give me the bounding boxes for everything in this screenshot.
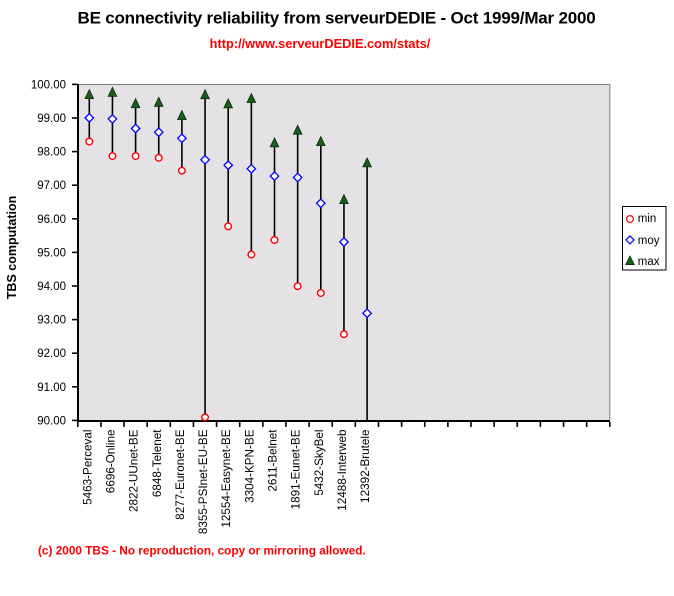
- svg-text:99.00: 99.00: [37, 113, 66, 125]
- svg-text:96.00: 96.00: [37, 214, 66, 226]
- svg-text:BE connectivity reliability fr: BE connectivity reliability from serveur…: [78, 9, 596, 28]
- svg-text:(c) 2000 TBS - No reproduction: (c) 2000 TBS - No reproduction, copy or …: [38, 544, 366, 558]
- svg-text:8355-PSInet-EU-BE: 8355-PSInet-EU-BE: [197, 429, 210, 534]
- svg-text:8277-Euronet-BE: 8277-Euronet-BE: [174, 429, 187, 520]
- svg-text:100.00: 100.00: [31, 79, 66, 91]
- svg-text:97.00: 97.00: [37, 180, 66, 192]
- svg-text:91.00: 91.00: [37, 382, 66, 394]
- svg-text:90.00: 90.00: [37, 415, 66, 427]
- svg-text:98.00: 98.00: [37, 147, 66, 159]
- svg-text:3304-KPN-BE: 3304-KPN-BE: [243, 429, 256, 503]
- svg-text:94.00: 94.00: [37, 281, 66, 293]
- svg-text:95.00: 95.00: [37, 247, 66, 259]
- svg-text:1891-Eunet-BE: 1891-Eunet-BE: [290, 429, 303, 509]
- svg-text:6848-Telenet: 6848-Telenet: [151, 429, 164, 497]
- svg-text:5463-Perceval: 5463-Perceval: [81, 430, 94, 505]
- svg-text:http://www.serveurDEDIE.com/st: http://www.serveurDEDIE.com/stats/: [210, 36, 431, 51]
- svg-text:12392-Brutele: 12392-Brutele: [359, 430, 372, 503]
- svg-text:min: min: [638, 213, 657, 225]
- svg-text:6696-Online: 6696-Online: [104, 430, 117, 494]
- svg-text:93.00: 93.00: [37, 315, 66, 327]
- svg-text:12488-Interweb: 12488-Interweb: [336, 429, 349, 511]
- svg-text:TBS computation: TBS computation: [5, 196, 19, 299]
- svg-text:12554-Easynet-BE: 12554-Easynet-BE: [220, 429, 233, 527]
- svg-text:max: max: [638, 256, 660, 268]
- svg-text:2611-Belnet: 2611-Belnet: [267, 429, 280, 492]
- svg-text:2822-UUnet-BE: 2822-UUnet-BE: [128, 429, 141, 512]
- svg-text:92.00: 92.00: [37, 348, 66, 360]
- svg-text:5432-SkyBel: 5432-SkyBel: [313, 430, 326, 496]
- svg-text:moy: moy: [638, 235, 660, 247]
